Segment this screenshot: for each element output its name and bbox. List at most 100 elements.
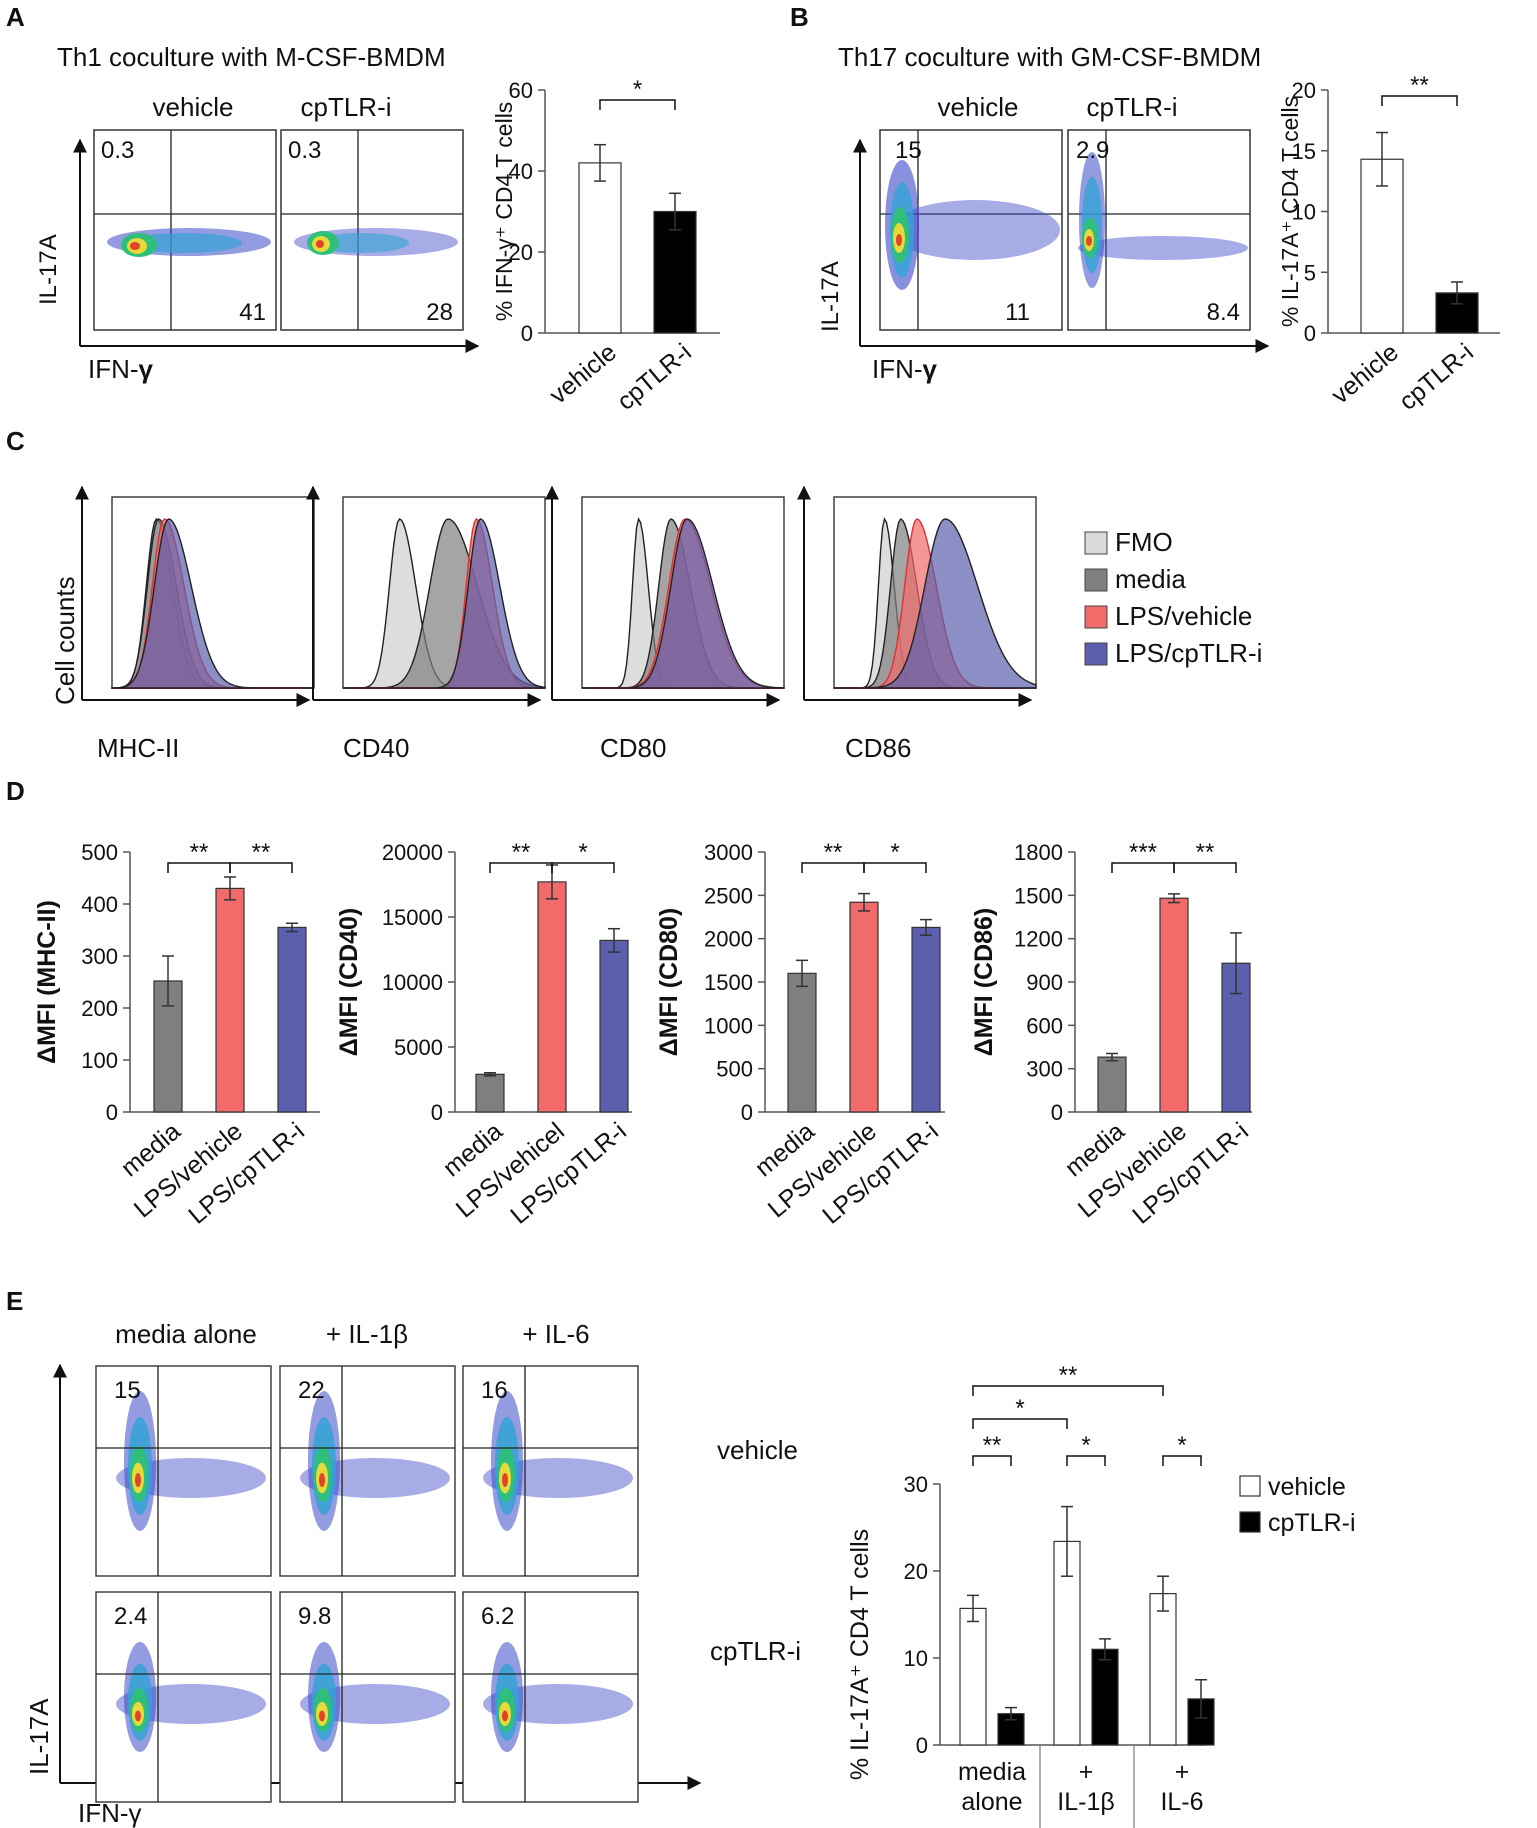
- bar: [849, 901, 879, 1113]
- significance-label: **: [983, 1432, 1002, 1459]
- y-tick-label: 400: [81, 892, 118, 917]
- quadrant-value: 6.2: [481, 1603, 514, 1630]
- panel-e-row-label-vehicle: vehicle: [717, 1435, 798, 1465]
- y-tick-label: 1000: [704, 1013, 753, 1038]
- panel-letter-d: D: [6, 776, 25, 806]
- panel-a-x-label: IFN-γ: [88, 354, 154, 384]
- flow-plot-cpTLR-i-2: 6.2: [462, 1591, 639, 1803]
- bar: [653, 210, 697, 334]
- legend-swatch-lps-vehicle: [1084, 605, 1108, 629]
- y-tick-label: 2000: [704, 927, 753, 952]
- legend-label-lps-vehicle: LPS/vehicle: [1115, 601, 1252, 631]
- y-tick-label: 30: [904, 1472, 928, 1497]
- y-tick-label: 1200: [1014, 927, 1063, 952]
- panel-b-title: Th17 coculture with GM-CSF-BMDM: [838, 42, 1261, 72]
- histogram-curve-lps-cptlr-i: [582, 518, 785, 689]
- y-axis-title: ΔMFI (MHC-II): [33, 900, 61, 1064]
- y-tick-label: 300: [1026, 1057, 1063, 1082]
- y-axis-title: ΔMFI (CD80): [655, 908, 683, 1057]
- y-axis-title: % IL-17A⁺ CD4 T cells: [1277, 96, 1303, 327]
- y-axis-title: ΔMFI (CD40): [335, 908, 363, 1057]
- bar-cpTLR-i: [1091, 1648, 1119, 1746]
- significance-bracket: [972, 1385, 1164, 1396]
- x-tick-label: vehicle: [1326, 338, 1404, 409]
- bar: [277, 926, 307, 1113]
- y-tick-label: 0: [1051, 1100, 1063, 1125]
- histogram-cd40: CD40: [306, 485, 546, 763]
- significance-bracket: [972, 1418, 1068, 1429]
- significance-label: **: [824, 839, 843, 866]
- significance-label: *: [1177, 1432, 1186, 1459]
- y-tick-label: 20000: [382, 840, 443, 865]
- significance-label: ***: [1129, 839, 1157, 866]
- y-tick-label: 0: [521, 321, 533, 346]
- histogram-cd80: CD80: [545, 485, 785, 763]
- significance-label: *: [578, 839, 587, 866]
- density-peak: [319, 1710, 325, 1722]
- panel-letter-b: B: [790, 2, 809, 32]
- density-peak: [135, 1473, 141, 1487]
- y-tick-label: 500: [716, 1057, 753, 1082]
- panel-a-q-lr-vehicle: 41: [239, 299, 266, 326]
- x-tick-label: + IL-6: [1160, 1758, 1203, 1816]
- panel-b-flow-plot-cptlr: 2.9 8.4: [1067, 129, 1251, 331]
- y-tick-label: 1500: [704, 970, 753, 995]
- legend-label-cpTLR-i: cpTLR-i: [1268, 1509, 1356, 1537]
- y-tick-label: 60: [509, 78, 533, 103]
- significance-bracket: [1066, 1455, 1106, 1466]
- quadrant-value: 16: [481, 1377, 508, 1404]
- bar: [911, 926, 941, 1113]
- legend-label-lps-cptlr: LPS/cpTLR-i: [1115, 638, 1262, 668]
- y-tick-label: 1800: [1014, 840, 1063, 865]
- significance-bracket: [972, 1455, 1012, 1466]
- y-tick-label: 600: [1026, 1013, 1063, 1038]
- density-peak: [135, 1710, 141, 1722]
- panel-b-q-lr-vehicle: 11: [1005, 299, 1030, 326]
- y-tick-label: 5000: [394, 1035, 443, 1060]
- significance-label: *: [633, 76, 642, 103]
- x-tick-label: + IL-1β: [1057, 1758, 1114, 1816]
- significance-bracket: [551, 862, 615, 873]
- panel-letter-c: C: [6, 426, 25, 456]
- significance-bracket: [863, 862, 927, 873]
- histogram-mhc-ii: MHC-II: [75, 485, 315, 763]
- significance-label: *: [890, 839, 899, 866]
- significance-label: **: [190, 839, 209, 866]
- panel-b-y-label: IL-17A: [817, 261, 844, 332]
- y-tick-label: 20: [509, 240, 533, 265]
- density-peak: [502, 1710, 508, 1722]
- panel-a-title: Th1 coculture with M-CSF-BMDM: [57, 42, 446, 72]
- x-tick-label: media alone: [958, 1758, 1026, 1816]
- y-tick-label: 200: [81, 996, 118, 1021]
- chart-A-bar: 0 20 40 60% IFN-γ⁺ CD4 T cells vehiclecpTLR-…: [491, 76, 720, 416]
- panel-e-x-label: IFN-γ: [78, 1798, 142, 1828]
- panel-e-row-label-cptlr: cpTLR-i: [710, 1636, 801, 1666]
- flow-plot-cpTLR-i-1: 9.8: [279, 1591, 456, 1803]
- y-tick-label: 0: [106, 1100, 118, 1125]
- y-tick-label: 0: [916, 1733, 928, 1758]
- bar: [1159, 897, 1189, 1113]
- significance-label: **: [1196, 839, 1215, 866]
- significance-bracket: [1173, 862, 1237, 873]
- y-tick-label: 0: [1304, 321, 1316, 346]
- panel-letter-a: A: [6, 2, 25, 32]
- y-tick-label: 40: [509, 159, 533, 184]
- legend-swatch-lps-cptlr: [1084, 642, 1108, 666]
- y-tick-label: 2500: [704, 883, 753, 908]
- panel-a-q-ul-cptlr: 0.3: [288, 137, 321, 164]
- histogram-cd86: CD86: [797, 485, 1037, 763]
- significance-label: *: [1015, 1395, 1024, 1422]
- y-tick-label: 20: [904, 1559, 928, 1584]
- panel-c-histograms: MHC-II CD40 CD80 CD86: [75, 485, 1037, 763]
- marker-label-cd86: CD86: [845, 733, 911, 763]
- panel-b-label-cptlr: cpTLR-i: [1086, 92, 1177, 122]
- flow-plot-vehicle-0: 15: [95, 1365, 272, 1577]
- legend-swatch-vehicle: [1239, 1475, 1261, 1497]
- y-axis-title: % IFN-γ⁺ CD4 T cells: [491, 102, 517, 322]
- x-tick-label: cpTLR-i: [1394, 338, 1479, 416]
- x-tick-label: vehicle: [544, 338, 622, 409]
- y-axis-title: ΔMFI (CD86): [970, 908, 998, 1057]
